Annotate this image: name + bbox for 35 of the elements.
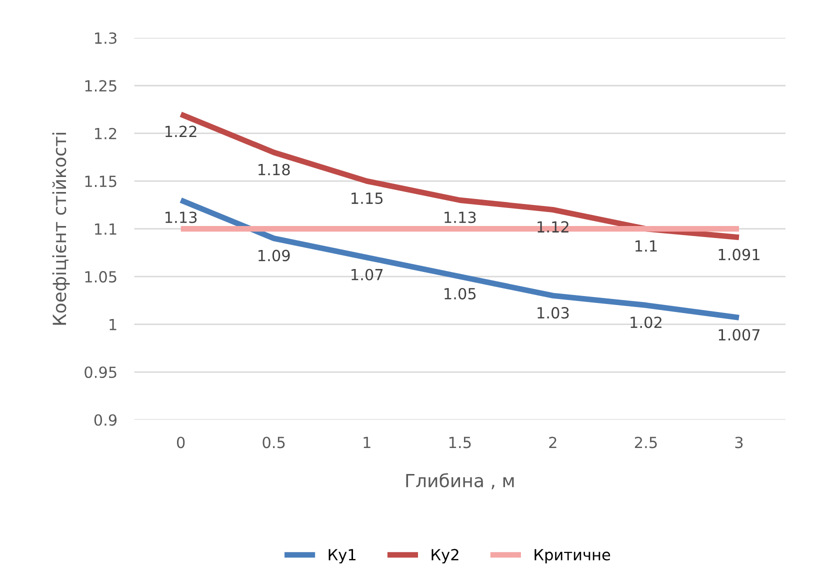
x-tick-label: 0.5 <box>262 436 285 448</box>
y-tick-label: 1.2 <box>95 128 116 140</box>
y-tick-label: 1.1 <box>95 223 116 235</box>
data-label: 1.09 <box>258 250 290 262</box>
x-axis-title: Глибина , м <box>406 473 514 490</box>
x-tick-label: 1.5 <box>449 436 471 448</box>
data-label: 1.091 <box>718 248 760 260</box>
data-label: 1.05 <box>444 288 476 300</box>
y-tick-label: 0.95 <box>84 366 116 378</box>
data-label: 1.18 <box>258 164 290 176</box>
y-tick-label: 1.05 <box>85 271 116 283</box>
x-tick-label: 2 <box>549 436 556 448</box>
data-label: 1.02 <box>630 316 662 328</box>
data-label: 1.22 <box>165 126 196 137</box>
x-tick-label: 1 <box>364 436 370 448</box>
data-label: 1.03 <box>538 307 569 319</box>
y-tick-label: 1.25 <box>85 80 116 92</box>
y-axis-title: Коефіцієнт стійкості <box>52 132 70 325</box>
y-tick-label: 1 <box>110 318 116 330</box>
data-label: 1.13 <box>444 212 476 224</box>
legend-label: Критичне <box>534 549 610 564</box>
x-tick-label: 0 <box>176 436 185 448</box>
data-label: 1.15 <box>352 192 383 204</box>
data-label: 1.12 <box>538 221 568 232</box>
y-tick-label: 1.15 <box>85 176 116 188</box>
data-label: 1.007 <box>718 328 760 341</box>
data-label: 1.13 <box>165 212 197 224</box>
legend-label: Ку2 <box>432 548 458 564</box>
y-tick-label: 0.9 <box>94 414 117 426</box>
legend-label: Ку1 <box>328 549 356 564</box>
y-tick-label: 1.3 <box>95 32 116 44</box>
x-tick-label: 2.5 <box>634 436 657 448</box>
x-tick-label: 3 <box>735 436 743 448</box>
data-label: 1.1 <box>635 240 657 252</box>
data-label: 1.07 <box>352 268 383 280</box>
